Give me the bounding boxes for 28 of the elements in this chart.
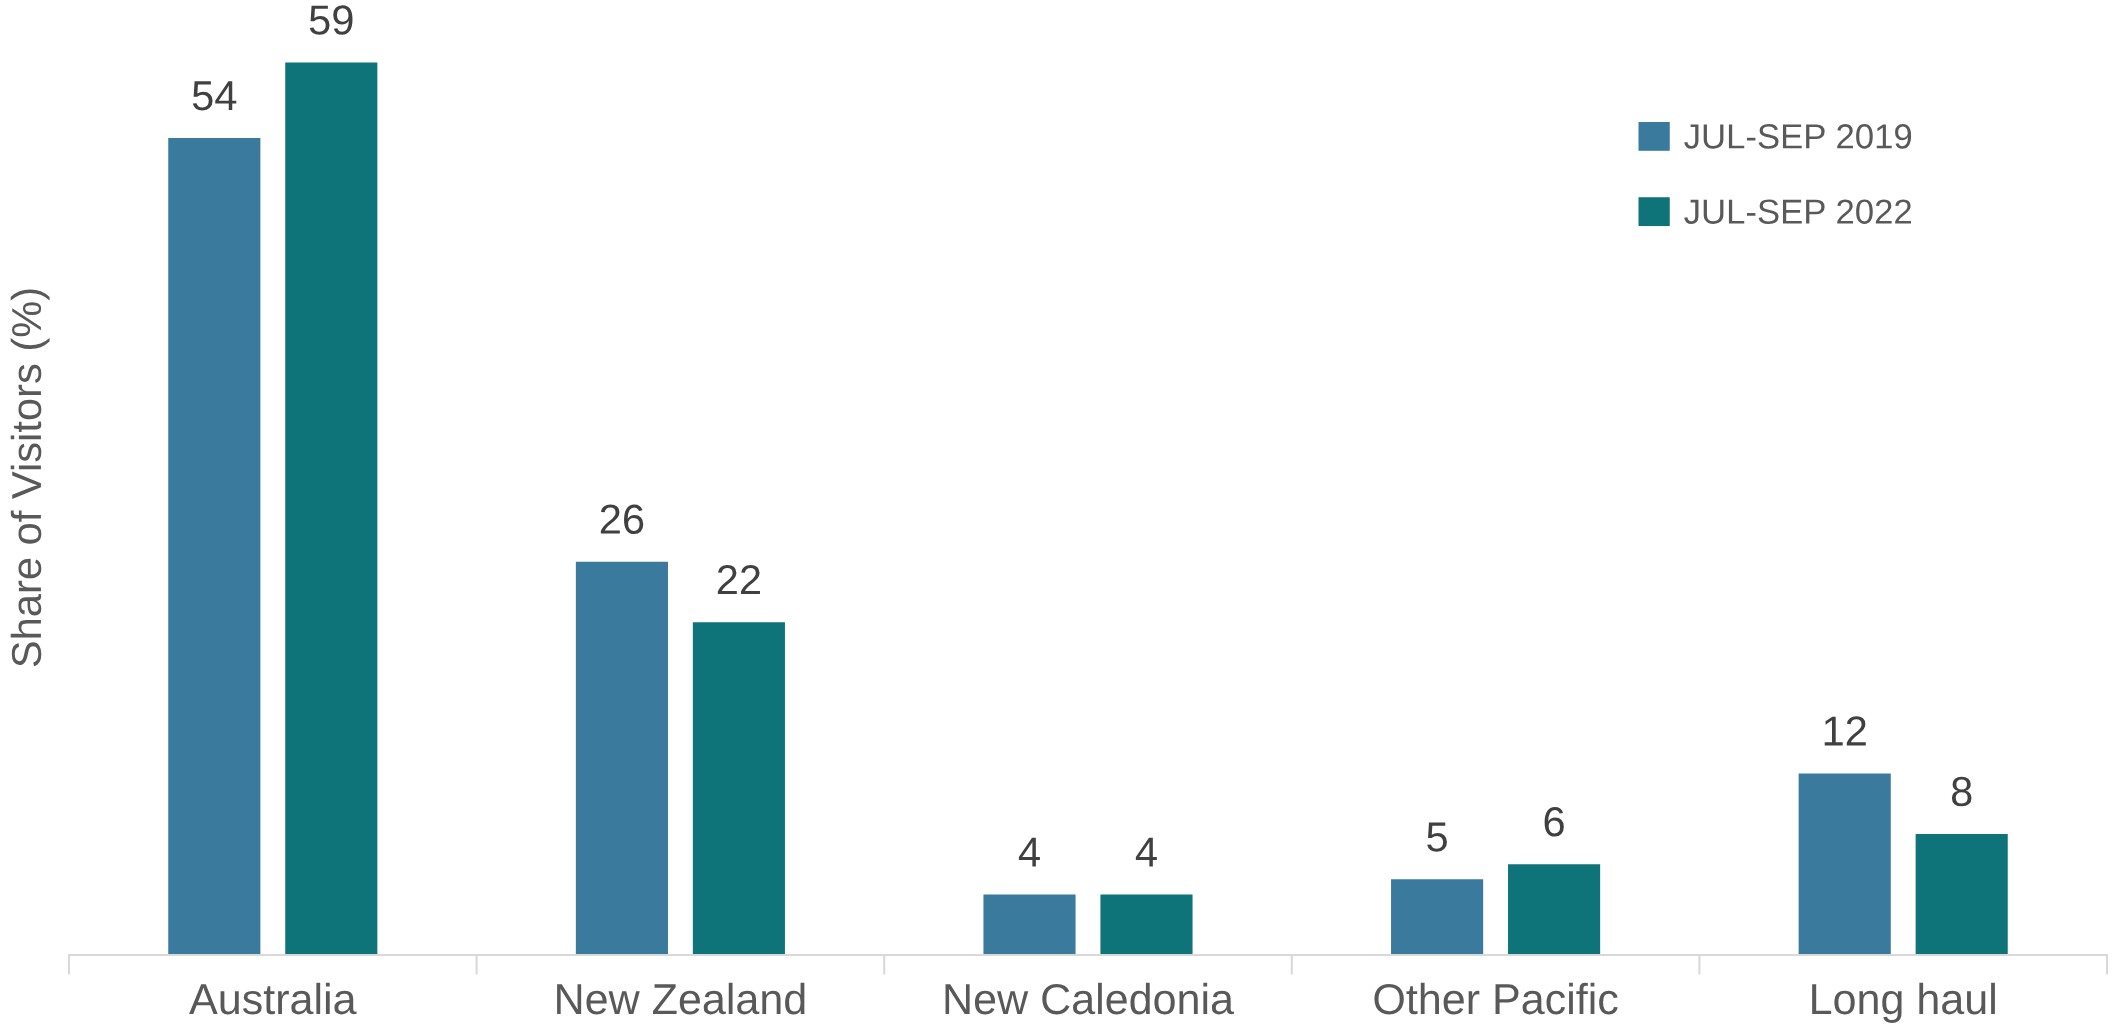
data-label: 59 xyxy=(309,5,353,35)
data-label: 4 xyxy=(1018,837,1040,867)
bar xyxy=(1508,864,1601,955)
bar xyxy=(575,561,668,955)
legend-label: JUL-SEP 2019 xyxy=(1684,124,1912,149)
data-label: 12 xyxy=(1824,716,1866,746)
data-label: 4 xyxy=(1135,837,1157,867)
legend-label: JUL-SEP 2022 xyxy=(1684,199,1911,224)
bar xyxy=(1391,879,1484,955)
bar xyxy=(692,622,785,955)
bar xyxy=(285,62,378,955)
data-label: 54 xyxy=(192,81,237,111)
data-label: 5 xyxy=(1427,822,1447,852)
bar xyxy=(168,138,261,955)
x-tick-label: Other Pacific xyxy=(1374,982,1618,1015)
data-label: 26 xyxy=(600,504,644,534)
x-tick-label: Long haul xyxy=(1812,982,1995,1023)
bar xyxy=(1915,833,2008,955)
data-label: 22 xyxy=(717,565,760,595)
x-tick-label: Australia xyxy=(189,982,357,1015)
x-tick-label: New Caledonia xyxy=(945,982,1234,1015)
bar xyxy=(1798,773,1891,955)
data-label: 8 xyxy=(1951,776,1972,807)
bar xyxy=(1100,894,1193,955)
bar xyxy=(983,894,1076,955)
x-tick-label: New Zealand xyxy=(557,982,805,1015)
data-label: 6 xyxy=(1544,807,1564,837)
y-axis-title: Share of Visitors (%) xyxy=(10,289,50,667)
